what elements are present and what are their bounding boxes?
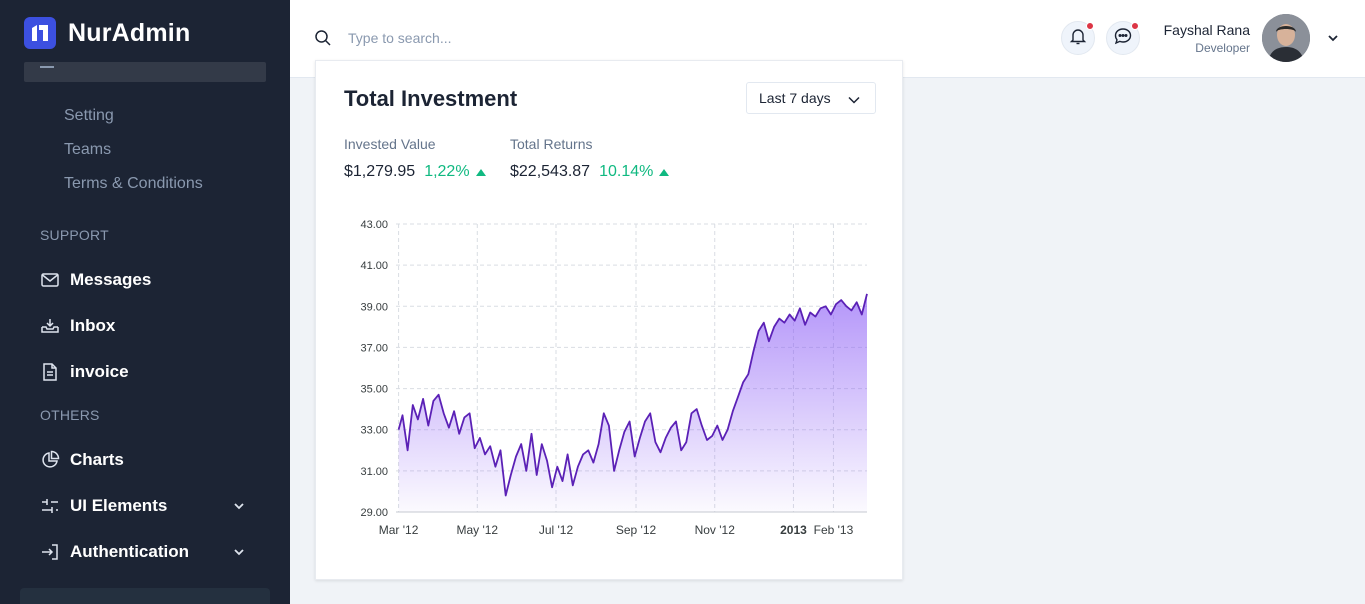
section-title-others: OTHERS — [40, 407, 100, 423]
sign-in-icon — [40, 542, 60, 562]
bell-icon — [1069, 27, 1087, 50]
x-tick-label: May '12 — [456, 523, 498, 537]
y-tick-label: 41.00 — [360, 260, 388, 272]
sidebar-item-label: Inbox — [70, 316, 116, 335]
logo-icon — [24, 17, 56, 49]
pie-chart-icon — [40, 450, 60, 470]
stat-value: $1,279.95 — [344, 163, 416, 180]
notification-button[interactable] — [1061, 21, 1095, 55]
sidebar-item-ui-elements[interactable]: UI Elements — [40, 494, 250, 518]
sidebar-item-label: Authentication — [70, 542, 189, 561]
stat-label: Invested Value — [344, 136, 436, 152]
invoice-icon — [40, 362, 60, 382]
series-area — [398, 293, 867, 512]
sidebar-subitem-teams[interactable]: Teams — [64, 141, 112, 158]
sidebar-item-authentication[interactable]: Authentication — [40, 540, 250, 564]
stat-invested-value: Invested Value $1,279.95 1,22% — [344, 136, 486, 181]
sidebar-promo-box — [20, 588, 270, 604]
chevron-down-icon — [847, 93, 861, 110]
notification-badge — [1086, 22, 1094, 30]
avatar[interactable] — [1262, 14, 1310, 62]
total-investment-card: Total Investment Last 7 days Invested Va… — [315, 60, 903, 580]
x-tick-label: Sep '12 — [616, 523, 657, 537]
user-name[interactable]: Fayshal Rana — [1163, 22, 1250, 38]
search-input[interactable] — [348, 26, 648, 50]
mail-icon — [40, 270, 60, 290]
sidebar-item-label: UI Elements — [70, 496, 168, 515]
inbox-icon — [40, 316, 60, 336]
chevron-down-icon[interactable] — [1326, 31, 1340, 50]
period-select-value: Last 7 days — [759, 90, 831, 106]
x-tick-label: 2013 — [780, 523, 807, 537]
arrow-up-icon — [659, 168, 670, 176]
sidebar-item-label: Messages — [70, 270, 152, 289]
chevron-down-icon — [232, 498, 246, 518]
sidebar-subitem-setting[interactable]: Setting — [64, 107, 114, 124]
stat-value: $22,543.87 — [510, 163, 591, 180]
y-tick-label: 31.00 — [360, 466, 388, 478]
period-select[interactable]: Last 7 days — [746, 82, 876, 114]
sidebar-item-inbox[interactable]: Inbox — [40, 314, 250, 338]
user-role: Developer — [1195, 41, 1250, 55]
stat-change: 10.14% — [599, 163, 654, 180]
stat-label: Total Returns — [510, 136, 593, 152]
app-name: NurAdmin — [68, 18, 191, 47]
investment-area-chart: 29.00 31.00 33.00 35.00 37.00 39.00 41.00 43.00… — [360, 219, 868, 537]
message-badge — [1131, 22, 1139, 30]
y-tick-label: 29.00 — [360, 507, 388, 519]
y-tick-label: 33.00 — [360, 425, 388, 437]
search-icon[interactable] — [314, 29, 332, 52]
card-title: Total Investment — [344, 86, 518, 111]
sidebar-item-label: invoice — [70, 362, 129, 381]
y-tick-label: 39.00 — [360, 301, 388, 313]
x-tick-label: Jul '12 — [539, 523, 574, 537]
logo[interactable]: NurAdmin — [24, 17, 190, 49]
sidebar-item-partial[interactable] — [24, 62, 266, 82]
sidebar-item-charts[interactable]: Charts — [40, 448, 250, 472]
section-title-support: SUPPORT — [40, 227, 109, 243]
x-tick-label: Feb '13 — [814, 523, 854, 537]
sliders-icon — [40, 496, 60, 516]
y-tick-label: 37.00 — [360, 342, 388, 354]
x-tick-label: Nov '12 — [695, 523, 736, 537]
stat-total-returns: Total Returns $22,543.87 10.14% — [510, 136, 670, 181]
y-tick-label: 35.00 — [360, 384, 388, 396]
chat-icon — [1113, 26, 1133, 51]
page-icon — [40, 64, 54, 68]
arrow-up-icon — [475, 168, 486, 176]
sidebar-sub-list: Setting Teams Terms & Conditions — [64, 106, 203, 208]
sidebar-item-messages[interactable]: Messages — [40, 268, 250, 292]
sidebar-item-label: Charts — [70, 450, 124, 469]
messages-button[interactable] — [1106, 21, 1140, 55]
x-tick-label: Mar '12 — [379, 523, 419, 537]
y-tick-label: 43.00 — [360, 219, 388, 231]
sidebar: NurAdmin Setting Teams Terms & Condition… — [0, 0, 290, 604]
stat-change: 1,22% — [424, 163, 470, 180]
chevron-down-icon — [232, 544, 246, 564]
sidebar-subitem-terms[interactable]: Terms & Conditions — [64, 175, 203, 192]
series-line — [397, 293, 868, 497]
sidebar-item-invoice[interactable]: invoice — [40, 360, 250, 384]
